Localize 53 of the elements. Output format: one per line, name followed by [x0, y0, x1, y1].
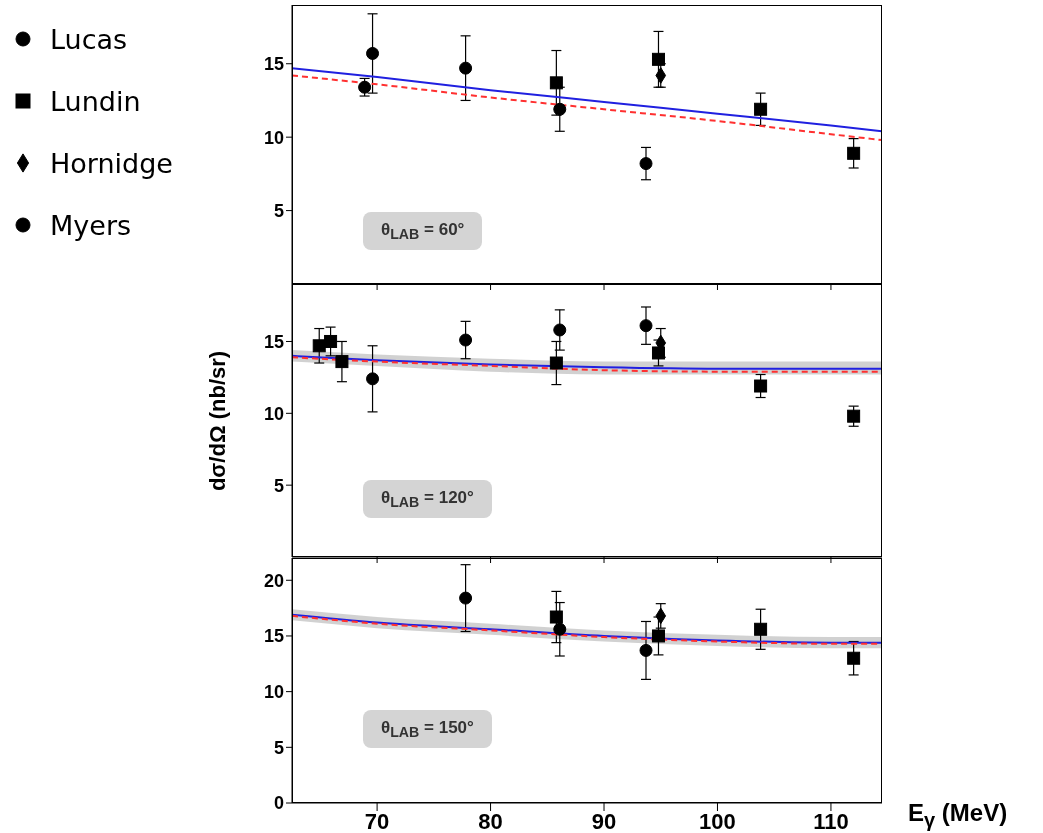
annotation: θ$_{LAB}$ = 120° — [363, 479, 492, 518]
point — [651, 629, 665, 643]
y-tick-label: 5 — [273, 737, 284, 758]
point — [553, 323, 567, 337]
y-tick-label: 0 — [273, 793, 284, 814]
x-tick-label: 110 — [813, 808, 849, 833]
point — [459, 61, 473, 75]
y-axis-title: dσ/dΩ (nb/sr) — [205, 350, 231, 492]
point — [553, 102, 567, 116]
x-tick-label: 90 — [591, 808, 617, 833]
point — [639, 319, 653, 333]
point — [847, 146, 861, 160]
x-tick-label: 100 — [699, 808, 736, 833]
y-tick-label: 10 — [263, 127, 284, 148]
point — [639, 157, 653, 171]
legend-label: Lucas — [50, 23, 128, 55]
point — [549, 356, 563, 370]
x-tick-label: 70 — [364, 808, 390, 833]
point — [335, 355, 349, 369]
point — [459, 591, 473, 605]
y-tick-label: 10 — [263, 403, 284, 424]
point — [312, 339, 326, 353]
annotation: θ$_{LAB}$ = 150° — [363, 709, 492, 748]
point — [655, 67, 667, 84]
line-series — [292, 74, 882, 142]
y-tick-label: 10 — [263, 682, 284, 703]
y-tick-label: 15 — [263, 54, 284, 75]
point — [847, 409, 861, 423]
point — [754, 102, 768, 116]
y-tick-label: 5 — [273, 475, 284, 496]
annotation: θ$_{LAB}$ = 60° — [363, 211, 483, 250]
legend-label: Myers — [50, 209, 132, 241]
point — [754, 622, 768, 636]
y-tick-label: 20 — [263, 570, 284, 591]
point — [366, 46, 380, 60]
legend-label: Hornidge — [50, 147, 173, 179]
y-tick-label: 15 — [263, 331, 284, 352]
line-series — [292, 67, 882, 133]
y-tick-label: 5 — [273, 200, 284, 221]
point — [651, 52, 665, 66]
point — [549, 76, 563, 90]
point — [459, 333, 473, 347]
legend-label: Lundin — [50, 85, 141, 117]
x-tick-label: 80 — [478, 808, 503, 833]
point — [324, 334, 338, 348]
point — [847, 651, 861, 665]
point — [754, 379, 768, 393]
point — [366, 372, 380, 386]
y-tick-label: 15 — [263, 626, 284, 647]
point — [549, 610, 563, 624]
point — [639, 643, 653, 657]
point — [553, 622, 567, 636]
x-axis-title: E$_{γ}$ (MeV) — [908, 799, 1008, 832]
